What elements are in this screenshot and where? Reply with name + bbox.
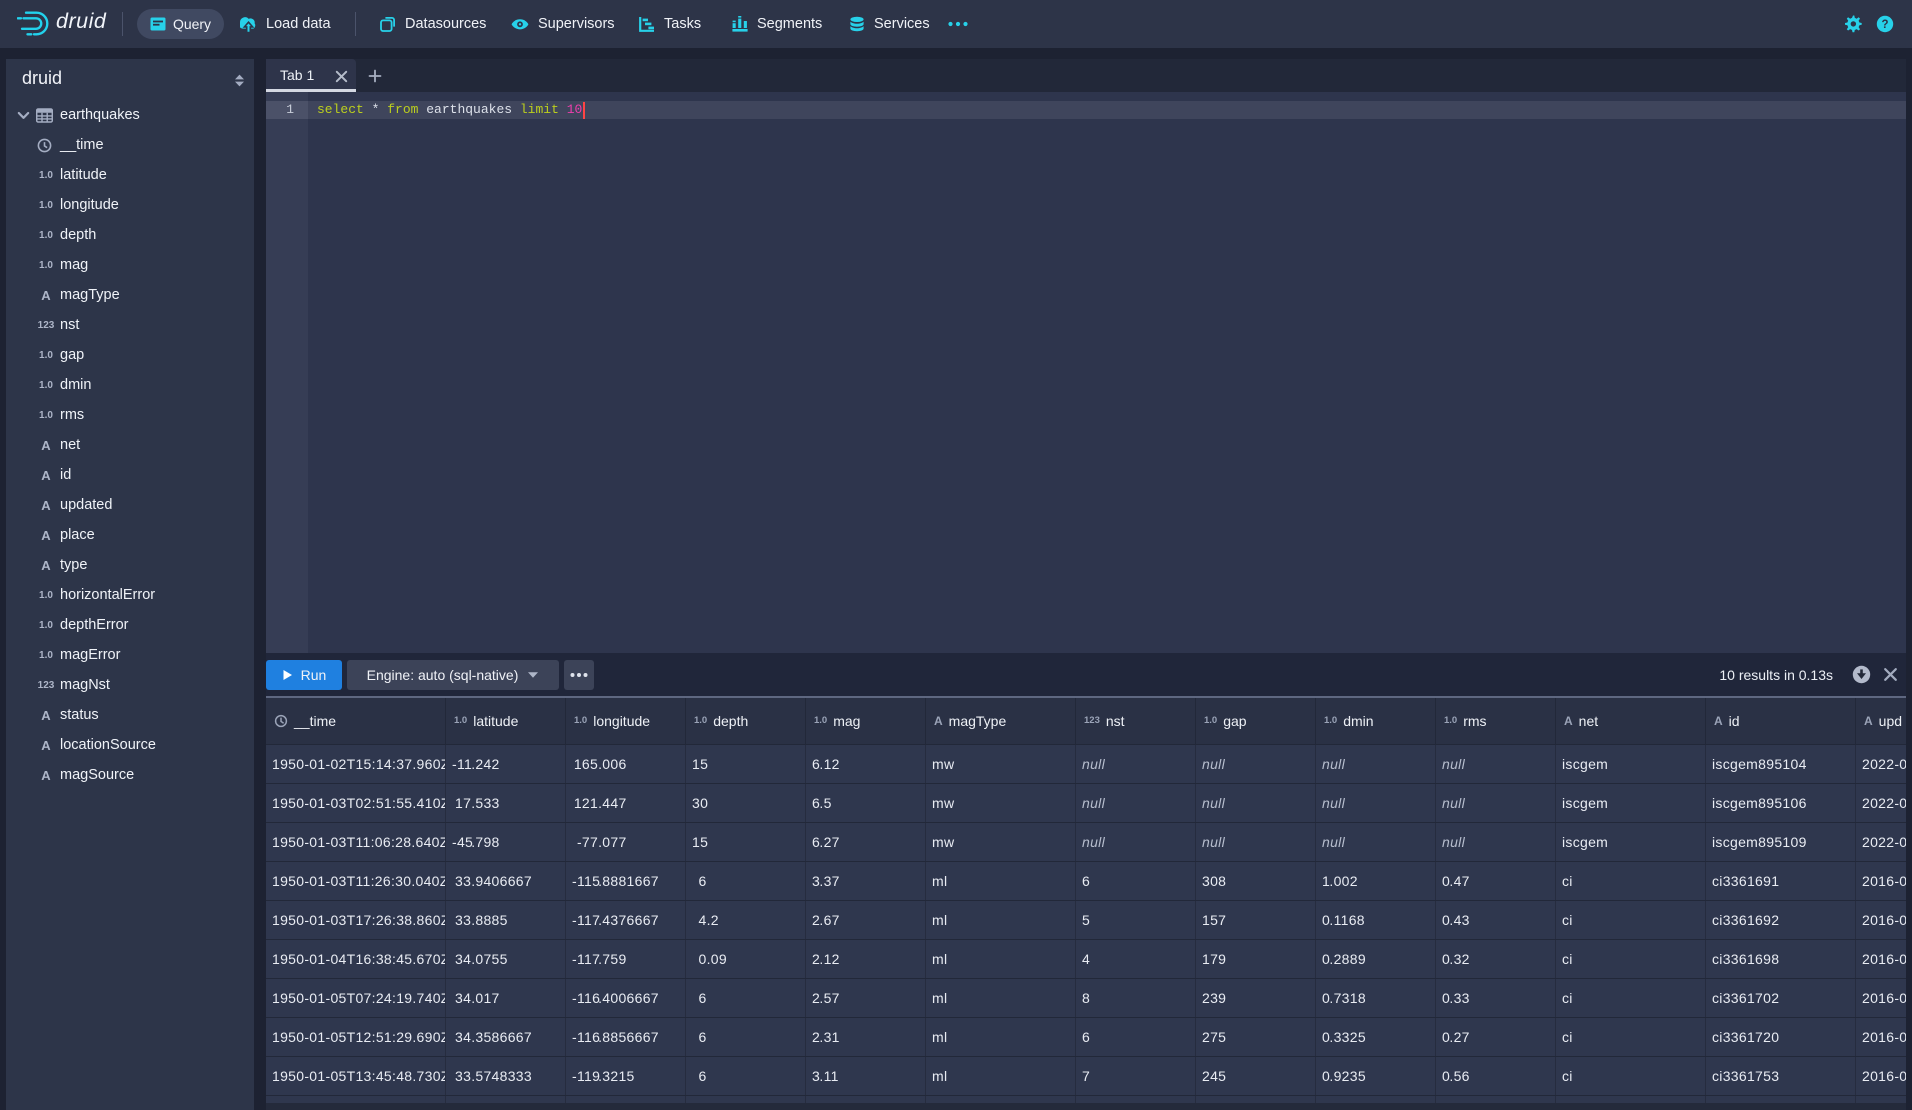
svg-text:?: ? <box>1881 19 1888 31</box>
